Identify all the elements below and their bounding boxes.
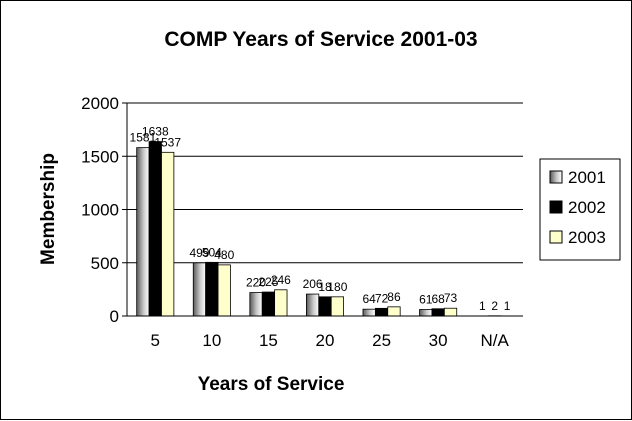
y-tick-label: 0 (110, 307, 119, 326)
data-label: 1 (479, 299, 486, 313)
y-tick-label: 1000 (81, 201, 119, 220)
bar-2002-10 (206, 262, 218, 316)
x-tick-label: 15 (259, 331, 278, 350)
bar-2001-15 (250, 293, 262, 316)
x-tick-label: N/A (481, 331, 510, 350)
bar-2001-20 (306, 294, 318, 316)
bar-2003-30 (444, 308, 456, 316)
data-label: 2 (491, 299, 498, 313)
gridlines (127, 103, 523, 263)
legend-label: 2002 (568, 198, 606, 217)
bar-2003-5 (161, 152, 173, 316)
data-label: 480 (214, 248, 234, 262)
legend-swatch-2003 (550, 231, 562, 243)
bar-2002-30 (432, 309, 444, 316)
x-tick-label: 5 (151, 331, 160, 350)
bar-2003-15 (275, 290, 287, 316)
y-tick-label: 2000 (81, 94, 119, 113)
bar-2001-5 (137, 148, 149, 316)
legend: 2001 2002 2003 (540, 159, 620, 260)
bar-2003-25 (388, 307, 400, 316)
bar-2002-5 (149, 142, 161, 316)
bar-2001-25 (363, 309, 375, 316)
bar-2002-15 (262, 292, 274, 316)
y-axis-title: Membership (38, 153, 59, 265)
bar-2002-25 (375, 308, 387, 316)
y-tick-label: 1500 (81, 147, 119, 166)
legend-label: 2001 (568, 168, 606, 187)
data-label: 1 (504, 299, 511, 313)
data-label: 86 (387, 290, 401, 304)
y-tick-label: 500 (91, 254, 119, 273)
x-axis-title: Years of Service (198, 374, 345, 395)
x-tick-label: 30 (429, 331, 448, 350)
x-tick-label: 20 (316, 331, 335, 350)
x-tick-label: 25 (372, 331, 391, 350)
bar-2001-10 (193, 263, 205, 316)
legend-swatch-2001 (550, 171, 562, 183)
bar-2001-30 (420, 310, 432, 316)
legend-label: 2003 (568, 228, 606, 247)
data-label: 73 (444, 291, 458, 305)
legend-swatch-2002 (550, 201, 562, 213)
x-tick-label: 10 (202, 331, 221, 350)
bar-2003-20 (331, 297, 343, 316)
bar-2003-10 (218, 265, 230, 316)
chart-title: COMP Years of Service 2001-03 (164, 28, 477, 51)
bar-2002-20 (319, 297, 331, 316)
data-label: 1537 (154, 135, 181, 149)
data-label: 246 (271, 273, 291, 287)
data-label: 180 (327, 280, 347, 294)
